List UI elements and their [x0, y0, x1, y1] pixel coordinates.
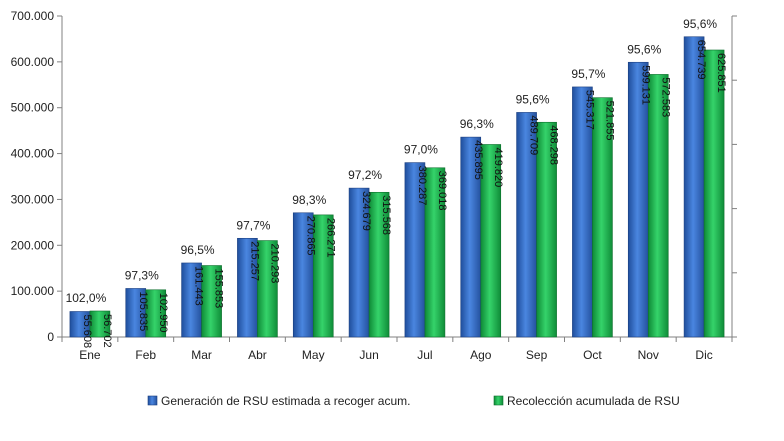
percent-label: 102,0% [66, 291, 107, 305]
bar-value-label: 654.739 [695, 40, 707, 80]
bars [69, 36, 725, 338]
bar-value-label: 489.709 [528, 115, 540, 155]
x-tick-label: Jun [359, 348, 378, 362]
x-tick-label: Feb [135, 348, 156, 362]
bar [647, 74, 669, 338]
bar-value-label: 105.835 [137, 291, 149, 331]
x-tick-label: Mar [191, 348, 212, 362]
bar-value-label: 56.702 [101, 314, 113, 348]
percent-label: 97,2% [348, 168, 382, 182]
bar [145, 289, 167, 338]
bar-value-label: 369.018 [436, 171, 448, 211]
bar [312, 214, 334, 338]
bar [368, 191, 390, 338]
bar-value-label: 468.298 [548, 125, 560, 165]
percent-label: 96,5% [181, 243, 215, 257]
y-tick-label: 200.000 [11, 238, 55, 252]
percent-label: 95,6% [683, 17, 717, 31]
y-tick-label: 400.000 [11, 147, 55, 161]
x-tick-label: Dic [695, 348, 712, 362]
bar [201, 265, 222, 338]
percent-label: 95,6% [627, 42, 661, 56]
bar-value-label: 572.583 [659, 77, 671, 117]
bar-value-label: 270.865 [304, 216, 316, 256]
bar-value-label: 102.950 [157, 293, 169, 333]
bar [480, 144, 502, 338]
x-tick-label: Ago [470, 348, 492, 362]
bar [592, 97, 613, 338]
bar [536, 121, 557, 338]
bar-value-label: 210.293 [268, 244, 280, 284]
bar-value-label: 625.851 [715, 53, 727, 93]
y-tick-label: 300.000 [11, 192, 55, 206]
percent-label: 97,0% [404, 143, 438, 157]
bar-value-label: 55.608 [81, 314, 93, 348]
bar-value-label: 155.853 [213, 269, 225, 309]
x-tick-label: May [302, 348, 325, 362]
bar [257, 240, 278, 338]
bar-value-label: 215.257 [248, 241, 260, 281]
data-labels: 55.608 105.835 161.443 215.257 270.865 324.67… [66, 17, 728, 348]
x-tick-label: Oct [583, 348, 602, 362]
bar-value-label: 435.895 [472, 140, 484, 180]
percent-label: 97,7% [236, 218, 270, 232]
legend-label: Generación de RSU estimada a recoger acu… [161, 394, 410, 408]
percent-label: 98,3% [292, 193, 326, 207]
bar [424, 167, 446, 338]
y-tick-label: 500.000 [11, 101, 55, 115]
bar-value-label: 380.287 [416, 166, 428, 206]
legend: Generación de RSU estimada a recoger acu… [147, 394, 680, 408]
x-tick-label: Sep [526, 348, 548, 362]
x-tick-label: Abr [248, 348, 267, 362]
bar-value-label: 324.679 [360, 191, 372, 231]
y-tick-label: 700.000 [11, 9, 55, 23]
percent-label: 97,3% [125, 268, 159, 282]
bar-value-label: 315.568 [380, 195, 392, 235]
legend-label: Recolección acumulada de RSU [507, 394, 680, 408]
percent-label: 95,7% [571, 67, 605, 81]
bar [89, 310, 111, 338]
x-tick-label: Nov [638, 348, 659, 362]
x-tick-label: Jul [417, 348, 432, 362]
bar-value-label: 545.317 [583, 90, 595, 130]
y-tick-label: 600.000 [11, 55, 55, 69]
percent-label: 96,3% [460, 117, 494, 131]
bar-value-label: 266.271 [324, 218, 336, 258]
bar [683, 36, 705, 338]
bar-value-label: 419.820 [492, 147, 504, 187]
legend-swatch [493, 395, 504, 406]
percent-label: 95,6% [516, 92, 550, 106]
y-tick-label: 100.000 [11, 284, 55, 298]
axes: 0 100.000 200.000 300.000 400.000 500.000 600.… [11, 9, 737, 362]
y-tick-label: 0 [47, 330, 54, 344]
x-tick-label: Ene [79, 348, 101, 362]
bar-value-label: 161.443 [193, 266, 205, 306]
bar-value-label: 599.131 [639, 65, 651, 105]
bar-value-label: 521.855 [603, 101, 615, 141]
legend-swatch [147, 395, 158, 406]
bar [703, 49, 725, 338]
